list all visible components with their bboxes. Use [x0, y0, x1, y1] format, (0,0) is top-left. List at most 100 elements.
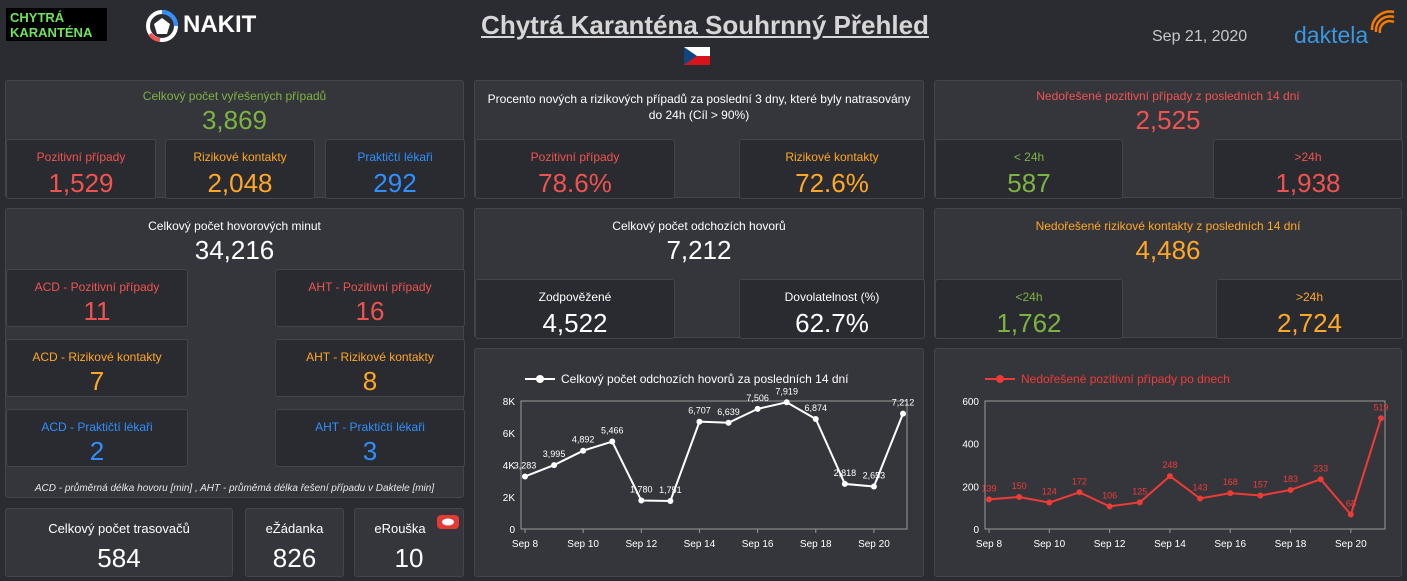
calls-data-label: 7,919 [775, 386, 798, 396]
unresolved-positive-lt24-value: 587 [1007, 168, 1051, 198]
unres-xtick: Sep 10 [1033, 539, 1065, 550]
calls-point [667, 497, 674, 504]
aht-risky-tile: AHT - Rizikové kontakty 8 [275, 339, 465, 397]
answered-value: 4,522 [542, 308, 608, 338]
unres-point [1287, 486, 1294, 493]
unresolved-risky-gt24-label: >24h [1295, 290, 1324, 304]
resolved-positive-label: Pozitivní případy [36, 150, 126, 164]
calls-point [551, 462, 558, 469]
calls-xtick: Sep 20 [858, 539, 890, 550]
unres-xtick: Sep 12 [1094, 539, 1126, 550]
resolved-risky-value: 2,048 [207, 168, 273, 198]
reachability-tile: Dovolatelnost (%) 62.7% [739, 279, 925, 339]
unres-data-label: 124 [1042, 487, 1057, 497]
calls-ytick: 2K [503, 493, 516, 504]
reachability-value: 62.7% [795, 308, 869, 338]
minutes-value: 34,216 [194, 235, 275, 265]
outgoing-calls-chart: Celkový počet odchozích hovorů za posled… [503, 372, 915, 550]
page-title: Chytrá Karanténa Souhrnný Přehled [481, 10, 929, 40]
calls-point [900, 410, 906, 417]
aht-positive-label: AHT - Pozitivní případy [308, 280, 432, 294]
outgoing-value: 7,212 [666, 235, 732, 265]
calls-data-label: 3,283 [514, 460, 537, 470]
acd-positive-value: 11 [83, 296, 111, 326]
calls-data-label: 2,818 [834, 468, 857, 478]
resolved-risky-label: Rizikové kontakty [193, 150, 287, 164]
calls-xtick: Sep 10 [567, 539, 599, 550]
calls-ytick: 8K [503, 397, 516, 408]
unresolved-risky-gt24-tile: >24h 2,724 [1216, 279, 1403, 339]
report-date: Sep 21, 2020 [1152, 28, 1248, 45]
outgoing-label: Celkový počet odchozích hovorů [612, 219, 786, 233]
tracers-label: Celkový počet trasovačů [48, 521, 190, 536]
unresolved-positive-gt24-tile: >24h 1,938 [1213, 139, 1403, 199]
calls-point [841, 480, 848, 487]
resolved-gp-value: 292 [373, 168, 417, 198]
resolved-value: 3,869 [201, 105, 268, 135]
unres-point [986, 496, 992, 503]
unres-point [1347, 511, 1354, 518]
unresolved-risky-label: Nedořešené rizikové kontakty z posledníc… [1035, 219, 1301, 233]
tracers-value: 584 [97, 543, 141, 573]
traced-risky-label: Rizikové kontakty [785, 150, 879, 164]
minutes-label: Celkový počet hovorových minut [148, 219, 321, 233]
unres-point [1106, 503, 1113, 510]
acd-positive-label: ACD - Pozitivní případy [34, 280, 160, 294]
unresolved-positive-label: Nedořešené pozitivní případy z posledníc… [1036, 89, 1300, 103]
calls-xtick: Sep 14 [684, 539, 716, 550]
reachability-label: Dovolatelnost (%) [784, 290, 880, 304]
calls-data-label: 6,874 [805, 403, 828, 413]
calls-point [696, 418, 703, 425]
outgoing-calls-chart-card: Celkový počet odchozích hovorů za posled… [474, 348, 924, 577]
unres-xtick: Sep 20 [1335, 539, 1367, 550]
tracers-card: Celkový počet trasovačů 584 [5, 508, 233, 577]
unres-point [1046, 499, 1053, 506]
resolved-positive-tile: Pozitivní případy 1,529 [6, 139, 156, 199]
ezadanka-label: eŽádanka [265, 521, 324, 536]
traced-risky-tile: Rizikové kontakty 72.6% [739, 139, 925, 199]
unres-data-label: 233 [1313, 463, 1328, 473]
calls-data-label: 6,707 [688, 406, 711, 416]
unresolved-positive-value: 2,525 [1135, 105, 1201, 135]
traced-risky-value: 72.6% [795, 168, 869, 198]
unresolved-risky-card: Nedořešené rizikové kontakty z posledníc… [934, 208, 1403, 339]
minutes-footnote: ACD - průměrná délka hovoru [min] , AHT … [34, 483, 435, 494]
unres-data-label: 183 [1283, 474, 1298, 484]
unres-point [1076, 489, 1083, 496]
unres-data-label: 519 [1373, 402, 1388, 412]
unres-xtick: Sep 14 [1154, 539, 1186, 550]
call-minutes-card: Celkový počet hovorových minut 34,216 AC… [5, 208, 465, 498]
acd-positive-tile: ACD - Pozitivní případy 11 [6, 269, 188, 327]
calls-data-label: 7,212 [892, 398, 915, 408]
unres-data-label: 139 [981, 483, 996, 493]
resolved-positive-value: 1,529 [48, 168, 114, 198]
calls-ytick: 4K [503, 461, 516, 472]
calls-point [638, 497, 645, 504]
unres-point [1166, 473, 1173, 480]
erouska-app-icon [437, 515, 459, 529]
calls-legend-text: Celkový počet odchozích hovorů za posled… [561, 372, 849, 386]
unres-point [1136, 499, 1143, 506]
unresolved-positive-gt24-value: 1,938 [1275, 168, 1341, 198]
unres-xtick: Sep 8 [976, 539, 1003, 550]
traced-label: Procento nových a rizikových případů za … [487, 92, 911, 122]
calls-point [783, 399, 790, 406]
unres-legend-text: Nedořešené pozitivní případy po dnech [1021, 372, 1230, 386]
calls-point [725, 419, 732, 426]
answered-label: Zodpověžené [538, 290, 612, 304]
calls-point [754, 405, 761, 412]
calls-data-label: 2,653 [863, 471, 886, 481]
unresolved-positive-lt24-label: < 24h [1013, 150, 1045, 164]
aht-risky-value: 8 [362, 366, 378, 396]
unres-series-line [988, 417, 1382, 517]
unresolved-risky-value: 4,486 [1135, 235, 1201, 265]
calls-xtick: Sep 18 [800, 539, 832, 550]
unres-data-label: 248 [1162, 460, 1177, 470]
unres-data-label: 68 [1346, 498, 1356, 508]
aht-gp-value: 3 [362, 436, 378, 466]
calls-data-label: 4,892 [572, 435, 595, 445]
unres-plot-frame [984, 400, 1386, 530]
calls-xtick: Sep 8 [512, 539, 539, 550]
unres-data-label: 125 [1132, 486, 1147, 496]
calls-legend-marker [536, 375, 544, 383]
